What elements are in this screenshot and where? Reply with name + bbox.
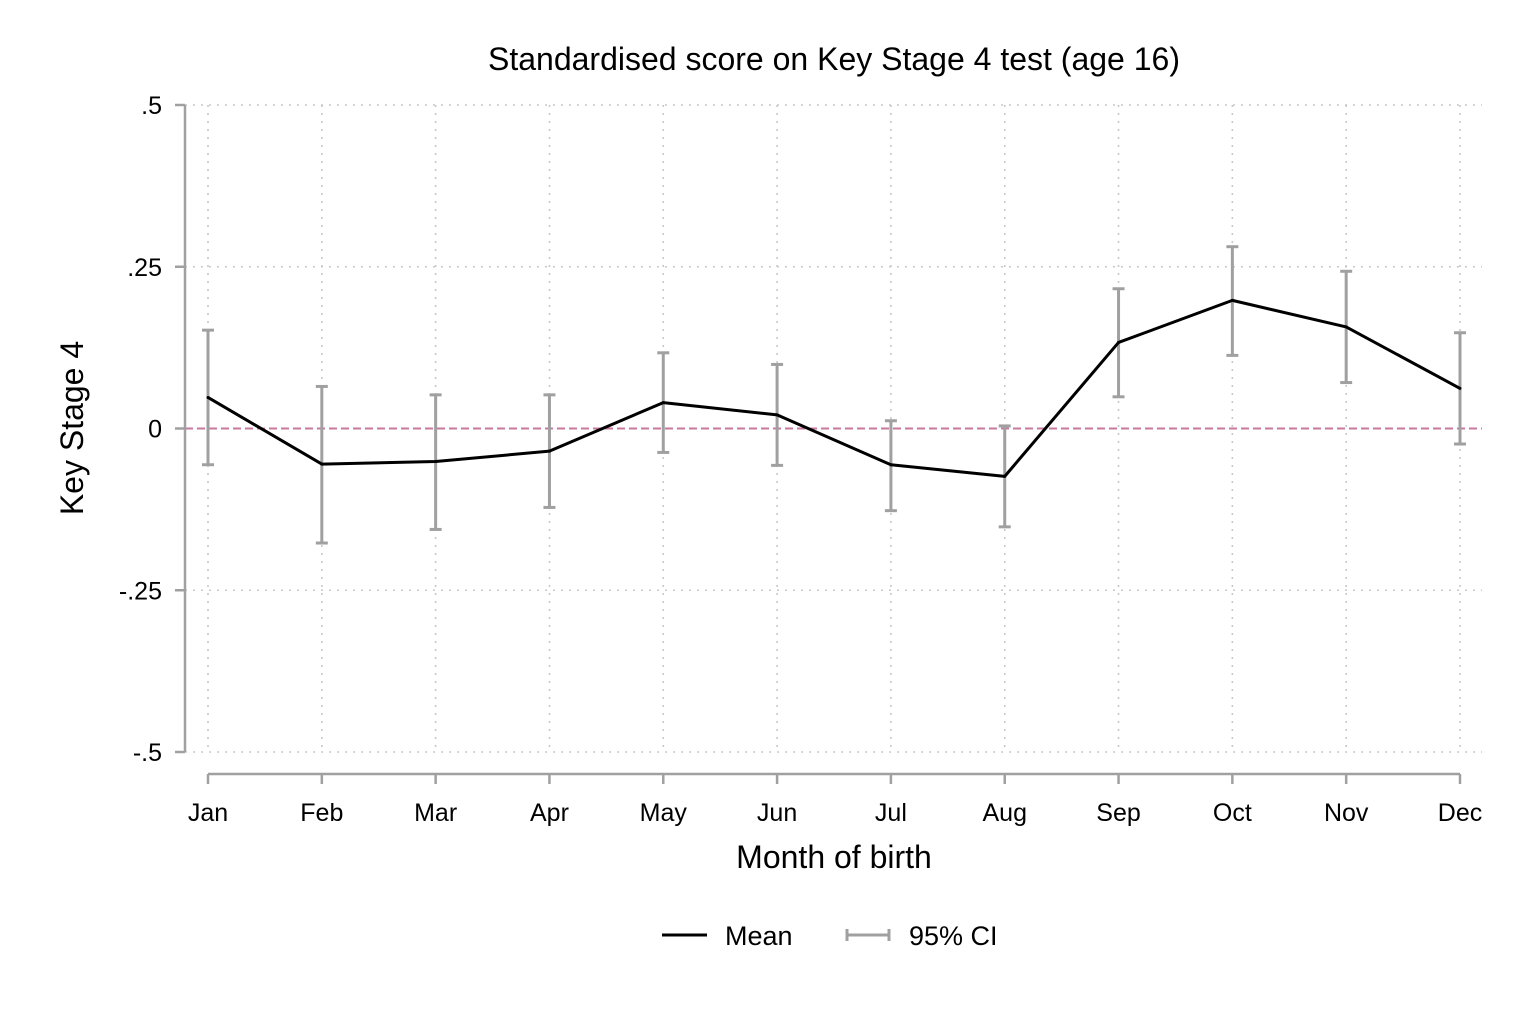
confidence-intervals [202, 245, 1466, 545]
y-tick-label: .5 [141, 92, 162, 120]
y-tick-label: -.25 [119, 577, 162, 605]
x-tick-label: Apr [530, 799, 569, 827]
legend-ci-swatch [845, 929, 891, 941]
x-tick-label: Feb [300, 799, 343, 827]
legend-mean-label: Mean [725, 921, 793, 951]
x-axis-title: Month of birth [736, 839, 932, 875]
legend-ci-label: 95% CI [909, 921, 998, 951]
mean-point [206, 395, 210, 399]
y-axis-title: Key Stage 4 [54, 341, 90, 515]
mean-point [320, 462, 324, 466]
y-tick-label: 0 [148, 416, 162, 444]
x-tick-label: Aug [982, 799, 1026, 827]
legend: Mean 95% CI [662, 921, 998, 951]
axes [175, 103, 1462, 784]
x-tick-label: Jan [188, 799, 228, 827]
mean-point [1117, 340, 1121, 344]
mean-series-line [207, 298, 1461, 478]
mean-point [661, 401, 665, 405]
mean-point [547, 449, 551, 453]
mean-line-layer [206, 298, 1462, 478]
tick-labels: .5 .25 0 -.25 -.5 Jan Feb Mar Apr May Jun Jul Aug Sep… [119, 92, 1482, 827]
x-tick-label: Oct [1213, 799, 1252, 827]
y-tick-label: -.5 [133, 739, 162, 767]
y-tick-label: .25 [127, 254, 162, 282]
mean-point [889, 463, 893, 467]
x-tick-label: Jul [875, 799, 907, 827]
x-tick-label: Mar [414, 799, 457, 827]
mean-point [1230, 298, 1234, 302]
mean-point [1344, 325, 1348, 329]
mean-point [775, 413, 779, 417]
x-tick-label: Sep [1096, 799, 1140, 827]
x-tick-label: Nov [1324, 799, 1369, 827]
x-tick-label: Dec [1438, 799, 1482, 827]
grid-lines [185, 104, 1482, 753]
x-tick-label: May [640, 799, 688, 827]
mean-point [1458, 386, 1462, 390]
chart-title: Standardised score on Key Stage 4 test (… [488, 41, 1180, 77]
mean-point [434, 459, 438, 463]
mean-point [1003, 474, 1007, 478]
x-tick-label: Jun [757, 799, 797, 827]
